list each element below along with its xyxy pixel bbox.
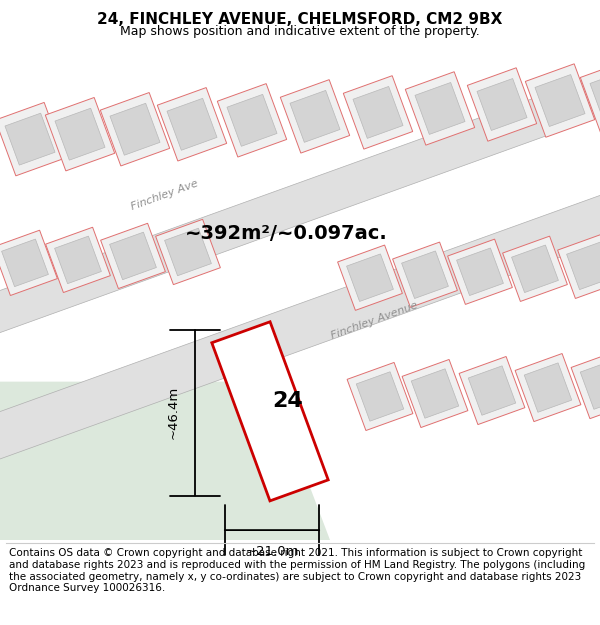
Polygon shape [0, 49, 600, 357]
Polygon shape [467, 68, 536, 141]
Polygon shape [338, 245, 403, 311]
Text: Contains OS data © Crown copyright and database right 2021. This information is : Contains OS data © Crown copyright and d… [9, 549, 585, 593]
Polygon shape [459, 356, 525, 424]
Polygon shape [290, 91, 340, 142]
Polygon shape [5, 113, 55, 165]
Text: Finchley Avenue: Finchley Avenue [330, 300, 419, 341]
Polygon shape [353, 86, 403, 138]
Polygon shape [101, 223, 166, 289]
Polygon shape [571, 351, 600, 419]
Polygon shape [566, 242, 600, 289]
Polygon shape [2, 239, 49, 287]
Polygon shape [557, 233, 600, 299]
Polygon shape [212, 322, 328, 501]
Polygon shape [580, 360, 600, 409]
Text: ~392m²/~0.097ac.: ~392m²/~0.097ac. [185, 224, 388, 243]
Polygon shape [155, 219, 220, 284]
Polygon shape [280, 79, 350, 153]
Polygon shape [347, 362, 413, 431]
Polygon shape [590, 71, 600, 122]
Polygon shape [217, 84, 287, 157]
Polygon shape [110, 232, 157, 280]
Polygon shape [524, 363, 572, 413]
Polygon shape [347, 254, 394, 301]
Text: ~46.4m: ~46.4m [167, 386, 179, 439]
Polygon shape [515, 354, 581, 422]
Polygon shape [55, 236, 101, 284]
Polygon shape [0, 382, 330, 540]
Text: 24, FINCHLEY AVENUE, CHELMSFORD, CM2 9BX: 24, FINCHLEY AVENUE, CHELMSFORD, CM2 9BX [97, 12, 503, 27]
Polygon shape [0, 230, 58, 296]
Polygon shape [167, 98, 217, 150]
Polygon shape [0, 102, 65, 176]
Polygon shape [406, 72, 475, 145]
Text: Finchley Ave: Finchley Ave [130, 179, 200, 212]
Polygon shape [0, 171, 600, 484]
Polygon shape [503, 236, 568, 301]
Polygon shape [392, 242, 457, 308]
Polygon shape [448, 239, 512, 304]
Polygon shape [402, 359, 468, 428]
Polygon shape [343, 76, 413, 149]
Polygon shape [457, 248, 503, 296]
Polygon shape [401, 251, 448, 299]
Text: 24: 24 [272, 391, 304, 411]
Polygon shape [512, 245, 559, 292]
Polygon shape [110, 103, 160, 155]
Polygon shape [535, 74, 585, 126]
Polygon shape [157, 88, 227, 161]
Text: Map shows position and indicative extent of the property.: Map shows position and indicative extent… [120, 26, 480, 39]
Polygon shape [227, 94, 277, 146]
Polygon shape [415, 82, 465, 134]
Polygon shape [164, 228, 211, 276]
Polygon shape [468, 366, 516, 415]
Polygon shape [411, 369, 459, 418]
Polygon shape [100, 92, 170, 166]
Text: ~21.0m: ~21.0m [245, 546, 299, 558]
Polygon shape [526, 64, 595, 138]
Polygon shape [55, 108, 105, 160]
Polygon shape [46, 228, 110, 292]
Polygon shape [477, 79, 527, 131]
Polygon shape [46, 98, 115, 171]
Polygon shape [356, 372, 404, 421]
Polygon shape [580, 60, 600, 133]
